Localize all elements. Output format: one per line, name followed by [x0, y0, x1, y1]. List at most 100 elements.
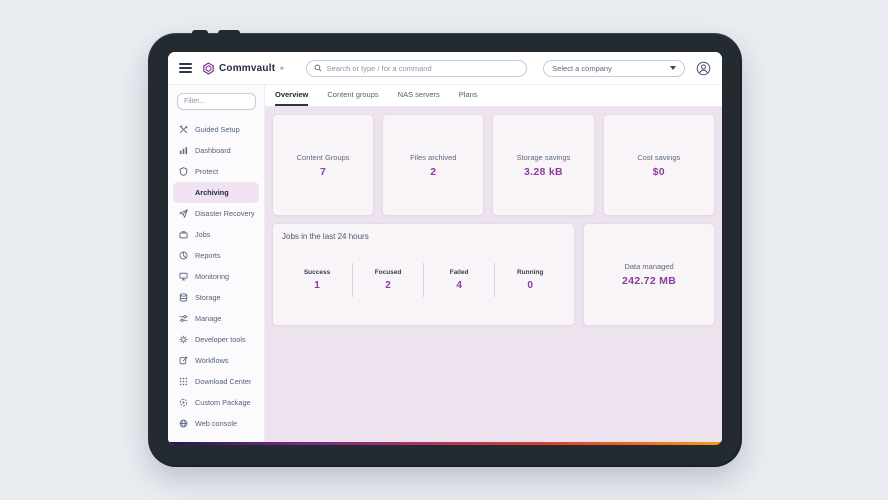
- job-stat-value: 4: [456, 280, 462, 291]
- sidebar-item-label: Reports: [195, 251, 221, 260]
- sidebar-item-label: Storage: [195, 293, 221, 302]
- sidebar: Filter... Guided Setup: [168, 85, 265, 442]
- screen-edge-glow: [168, 442, 722, 445]
- stat-label: Files archived: [410, 152, 457, 162]
- sidebar-item-label: Jobs: [195, 230, 211, 239]
- user-avatar-button[interactable]: [696, 61, 711, 76]
- search-placeholder: Search or type / for a command: [326, 63, 432, 73]
- sidebar-item-download-center[interactable]: Download Center: [168, 371, 264, 392]
- sidebar-filter-input[interactable]: Filter...: [177, 93, 256, 110]
- stat-value: $0: [652, 165, 665, 178]
- overview-content: Content Groups 7 Files archived 2 Storag…: [265, 107, 722, 442]
- job-stat-label: Focused: [374, 269, 402, 276]
- tab-bar: Overview Content groups NAS servers Plan…: [265, 85, 722, 107]
- sliders-icon: [179, 314, 188, 323]
- pie-chart-icon: [179, 251, 188, 260]
- globe-icon: [179, 419, 188, 428]
- app-screen: Commvault ® Search or type / for a comma…: [168, 52, 722, 445]
- sidebar-item-label: Developer tools: [195, 335, 246, 344]
- stat-label: Storage savings: [516, 152, 571, 162]
- sidebar-item-label: Archiving: [195, 188, 229, 197]
- tab-plans[interactable]: Plans: [458, 90, 478, 99]
- jobs-row: Jobs in the last 24 hours Success 1 Focu…: [272, 223, 715, 326]
- commvault-logo: Commvault ®: [202, 61, 284, 75]
- tab-overview[interactable]: Overview: [275, 85, 309, 106]
- jobs-focused-stat[interactable]: Focused 2: [353, 263, 425, 297]
- content-groups-card[interactable]: Content Groups 7: [272, 114, 375, 216]
- package-icon: [179, 398, 188, 407]
- tools-icon: [179, 125, 188, 134]
- sidebar-item-archiving[interactable]: Archiving: [173, 182, 259, 203]
- sidebar-item-disaster-recovery[interactable]: Disaster Recovery: [168, 203, 264, 224]
- grid-icon: [179, 377, 188, 386]
- stat-label: Cost savings: [637, 152, 681, 162]
- sidebar-item-dashboard[interactable]: Dashboard: [168, 140, 264, 161]
- jobs-running-stat[interactable]: Running 0: [495, 263, 565, 297]
- main-area: Overview Content groups NAS servers Plan…: [265, 85, 722, 442]
- sidebar-item-guided-setup[interactable]: Guided Setup: [168, 119, 264, 140]
- sidebar-item-label: Guided Setup: [195, 125, 240, 134]
- sidebar-item-custom-package[interactable]: Custom Package: [168, 392, 264, 413]
- stat-value: 2: [430, 165, 437, 178]
- stat-value: 7: [320, 165, 327, 178]
- job-stat-label: Failed: [449, 269, 469, 276]
- sidebar-item-protect[interactable]: Protect: [168, 161, 264, 182]
- tablet-device-frame: Commvault ® Search or type / for a comma…: [148, 30, 742, 467]
- dashboard-icon: [179, 146, 188, 155]
- command-search-input[interactable]: Search or type / for a command: [305, 59, 528, 77]
- sidebar-item-label: Web console: [195, 419, 238, 428]
- database-icon: [179, 293, 188, 302]
- gear-icon: [179, 335, 188, 344]
- search-icon: [314, 64, 322, 72]
- files-archived-card[interactable]: Files archived 2: [382, 114, 485, 216]
- jobs-success-stat[interactable]: Success 1: [282, 263, 354, 297]
- company-select-value: Select a company: [552, 63, 612, 73]
- sidebar-item-label: Dashboard: [195, 146, 231, 155]
- stat-value: 3.28 kB: [524, 165, 563, 178]
- chevron-down-icon: [670, 66, 676, 70]
- job-stat-value: 2: [385, 280, 391, 291]
- tablet-volume-button: [192, 30, 208, 36]
- sidebar-item-reports[interactable]: Reports: [168, 245, 264, 266]
- sidebar-item-jobs[interactable]: Jobs: [168, 224, 264, 245]
- sidebar-item-label: Monitoring: [195, 272, 230, 281]
- storage-savings-card[interactable]: Storage savings 3.28 kB: [492, 114, 595, 216]
- briefcase-icon: [179, 230, 188, 239]
- sidebar-item-web-console[interactable]: Web console: [168, 413, 264, 434]
- menu-icon[interactable]: [179, 63, 192, 73]
- job-stat-label: Success: [303, 269, 331, 276]
- sidebar-item-manage[interactable]: Manage: [168, 308, 264, 329]
- workflow-icon: [179, 356, 188, 365]
- sidebar-item-storage[interactable]: Storage: [168, 287, 264, 308]
- stat-label: Data managed: [624, 262, 674, 271]
- job-stat-value: 1: [314, 280, 320, 291]
- company-select[interactable]: Select a company: [543, 59, 685, 77]
- data-managed-card[interactable]: Data managed 242.72 MB: [583, 223, 715, 326]
- cost-savings-card[interactable]: Cost savings $0: [602, 114, 715, 216]
- logo-text: Commvault: [218, 62, 276, 74]
- commvault-logo-icon: [202, 61, 215, 75]
- stat-label: Content Groups: [296, 152, 350, 162]
- jobs-last-24-hours-card: Jobs in the last 24 hours Success 1 Focu…: [272, 223, 576, 326]
- sidebar-item-label: Manage: [195, 314, 222, 323]
- sidebar-item-developer-tools[interactable]: Developer tools: [168, 329, 264, 350]
- tab-content-groups[interactable]: Content groups: [327, 90, 379, 99]
- job-stat-value: 0: [527, 280, 533, 291]
- logo-trademark: ®: [280, 65, 284, 71]
- sidebar-item-label: Download Center: [195, 377, 252, 386]
- jobs-card-title: Jobs in the last 24 hours: [282, 232, 369, 241]
- sidebar-item-workflows[interactable]: Workflows: [168, 350, 264, 371]
- sidebar-item-label: Custom Package: [195, 398, 251, 407]
- job-stat-label: Running: [516, 269, 544, 276]
- sidebar-item-label: Protect: [195, 167, 219, 176]
- jobs-failed-stat[interactable]: Failed 4: [424, 263, 496, 297]
- sidebar-item-monitoring[interactable]: Monitoring: [168, 266, 264, 287]
- jobs-stats: Success 1 Focused 2 Failed 4: [282, 243, 565, 317]
- monitor-icon: [179, 272, 188, 281]
- top-bar: Commvault ® Search or type / for a comma…: [168, 52, 722, 85]
- filter-placeholder: Filter...: [184, 98, 206, 105]
- paper-plane-icon: [179, 209, 188, 218]
- stat-value: 242.72 MB: [622, 275, 677, 287]
- tab-nas-servers[interactable]: NAS servers: [397, 90, 440, 99]
- tablet-volume-button: [218, 30, 240, 36]
